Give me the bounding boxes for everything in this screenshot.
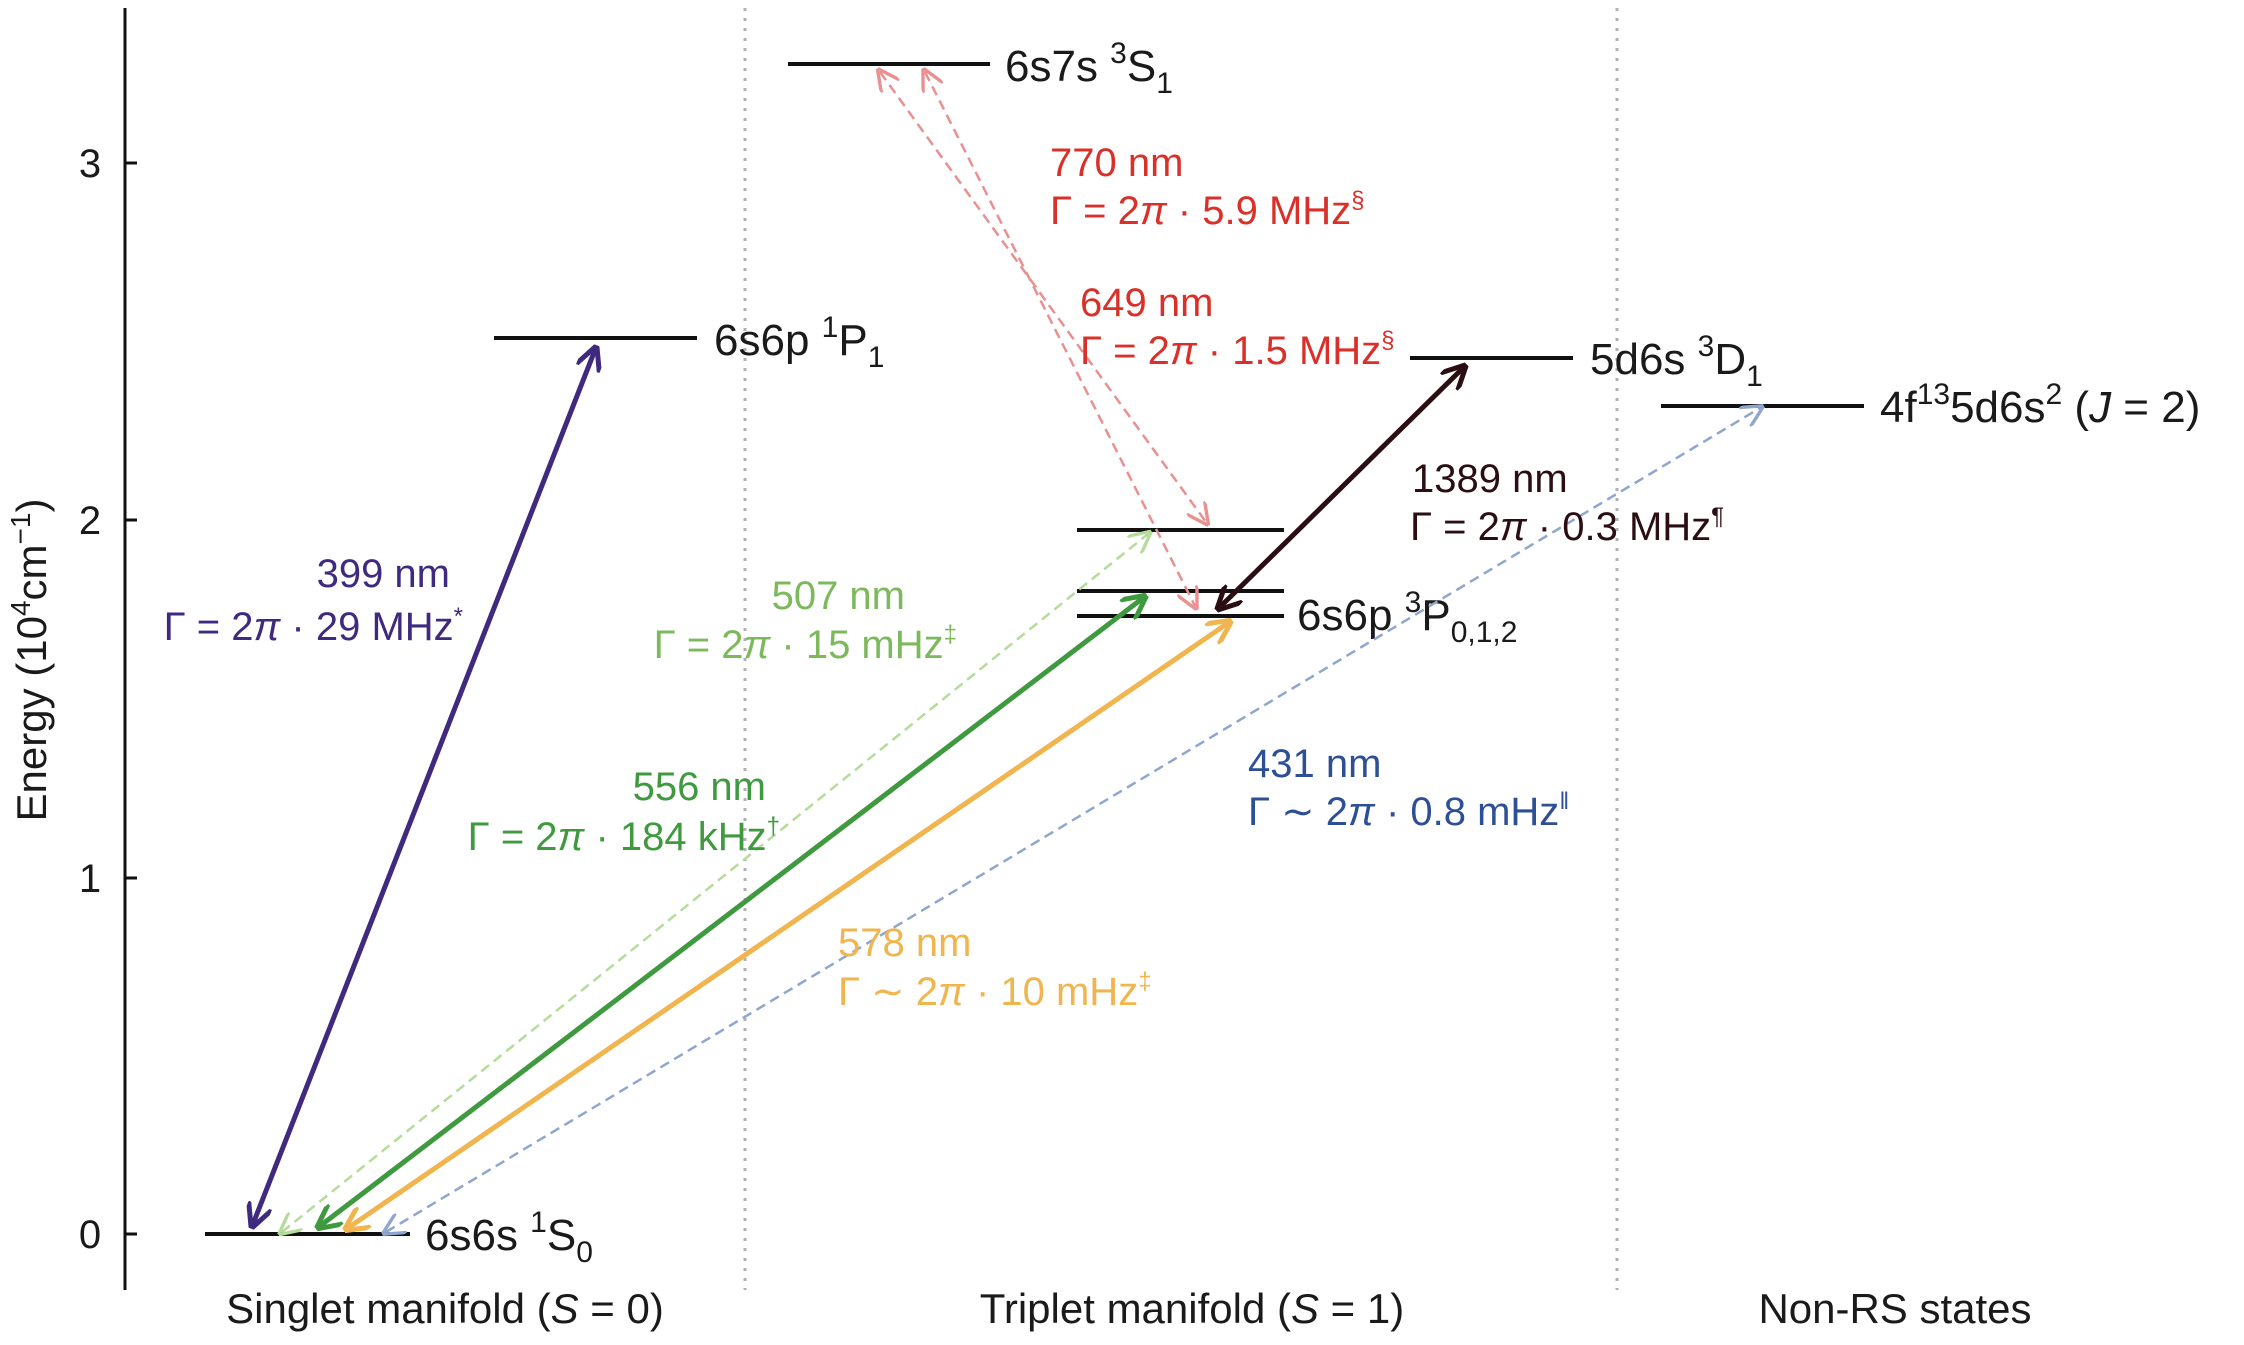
arrow-556nm [320,598,1143,1226]
y-tick-label-1: 1 [79,857,101,901]
label-649nm: 649 nm Γ = 2π · 1.5 MHz§ [1080,281,1395,373]
rate-556nm: Γ = 2π · 184 kHz† [468,813,780,859]
y-tick-label-3: 3 [79,142,101,186]
label-431nm: 431 nm Γ ∼ 2π · 0.8 mHz‖ [1248,742,1569,834]
wavelength-1389nm: 1389 nm [1412,457,1568,501]
label-578nm: 578 nm Γ ∼ 2π · 10 mHz‡ [838,921,1152,1014]
label-5d6s-3D1: 5d6s 3D1 [1590,330,1763,393]
rate-431nm: Γ ∼ 2π · 0.8 mHz‖ [1248,788,1569,834]
wavelength-770nm: 770 nm [1050,141,1183,185]
rate-1389nm: Γ = 2π · 0.3 MHz¶ [1410,503,1724,549]
rate-507nm: Γ = 2π · 15 mHz‡ [654,621,957,667]
label-6s7s-3S1: 6s7s 3S1 [1005,37,1173,100]
label-4f13-5d6s2: 4f135d6s2 (J = 2) [1880,378,2200,432]
wavelength-431nm: 431 nm [1248,742,1381,786]
rate-399nm: Γ = 2π · 29 MHz* [164,603,463,649]
y-axis-label: Energy (104cm−1) [5,499,55,822]
label-6s6s-1S0: 6s6s 1S0 [425,1206,593,1269]
wavelength-649nm: 649 nm [1080,281,1213,325]
section-nonrs-label: Non-RS states [1758,1285,2031,1332]
wavelength-556nm: 556 nm [633,765,766,809]
rate-770nm: Γ = 2π · 5.9 MHz§ [1050,187,1365,233]
wavelength-399nm: 399 nm [317,552,450,596]
label-1389nm: 1389 nm Γ = 2π · 0.3 MHz¶ [1410,457,1724,549]
label-6s6p-3P012: 6s6p 3P0,1,2 [1297,586,1517,649]
arrow-1389nm [1220,368,1463,607]
label-507nm: 507 nm Γ = 2π · 15 mHz‡ [654,574,957,667]
wavelength-507nm: 507 nm [772,574,905,618]
arrow-578nm [348,623,1228,1228]
wavelength-578nm: 578 nm [838,921,971,965]
rate-578nm: Γ ∼ 2π · 10 mHz‡ [838,968,1152,1014]
y-tick-label-0: 0 [79,1213,101,1257]
label-6s6p-1P1: 6s6p 1P1 [714,311,884,374]
y-tick-label-2: 2 [79,499,101,543]
label-556nm: 556 nm Γ = 2π · 184 kHz† [468,765,780,859]
section-triplet-label: Triplet manifold (S = 1) [980,1285,1404,1332]
label-770nm: 770 nm Γ = 2π · 5.9 MHz§ [1050,141,1365,233]
label-399nm: 399 nm Γ = 2π · 29 MHz* [164,552,463,649]
section-singlet-label: Singlet manifold (S = 0) [226,1285,664,1332]
rate-649nm: Γ = 2π · 1.5 MHz§ [1080,327,1395,373]
